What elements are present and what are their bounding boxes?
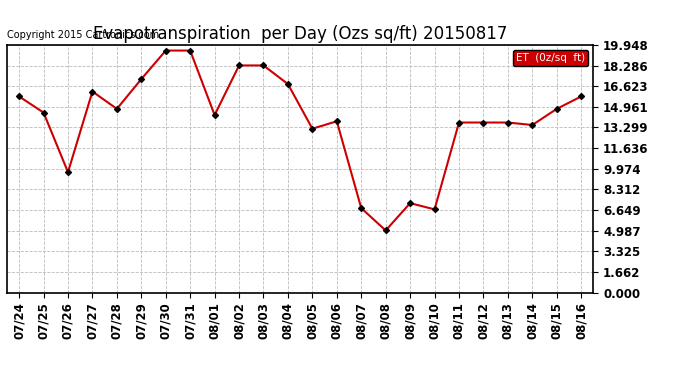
Text: Copyright 2015 Cartronics.com: Copyright 2015 Cartronics.com: [7, 30, 159, 40]
Title: Evapotranspiration  per Day (Ozs sq/ft) 20150817: Evapotranspiration per Day (Ozs sq/ft) 2…: [93, 26, 507, 44]
Legend: ET  (0z/sq  ft): ET (0z/sq ft): [513, 50, 588, 66]
